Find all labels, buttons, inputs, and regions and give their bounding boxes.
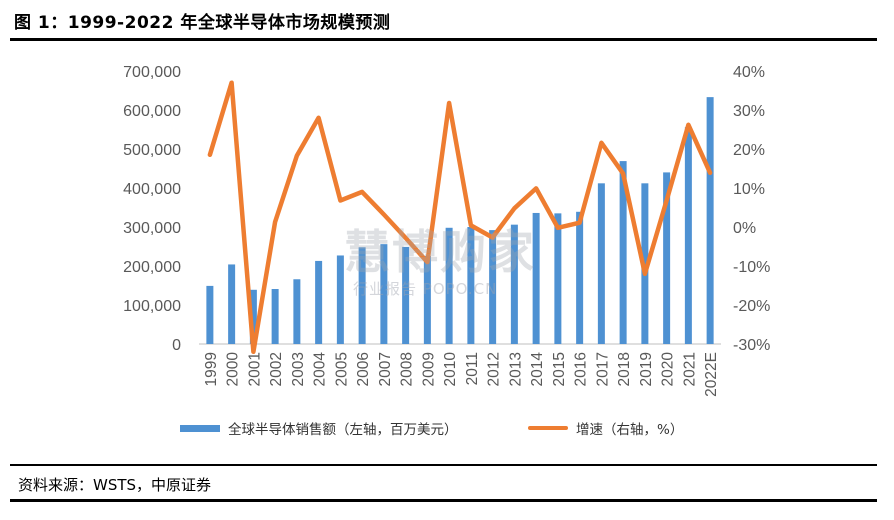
- bar: [684, 127, 692, 344]
- x-tick-label: 2020: [660, 352, 677, 387]
- bar: [554, 213, 562, 344]
- x-tick-label: 2003: [290, 352, 307, 386]
- bar: [380, 244, 388, 344]
- bar: [271, 289, 279, 344]
- y-right-tick-label: 20%: [733, 142, 765, 159]
- y-left-tick-label: 100,000: [123, 298, 181, 315]
- y-right-tick-label: -10%: [733, 259, 770, 276]
- y-left-tick-label: 200,000: [123, 259, 181, 276]
- x-tick-label: 2004: [312, 352, 329, 387]
- x-tick-label: 2005: [333, 352, 350, 386]
- x-tick-label: 2015: [551, 352, 568, 386]
- bar: [293, 279, 301, 344]
- x-tick-label: 2013: [507, 352, 524, 386]
- legend-bar-entry: 全球半导体销售额（左轴，百万美元）: [180, 418, 458, 438]
- top-rule: [10, 38, 877, 41]
- bar: [315, 260, 323, 344]
- legend-bar-label: 全球半导体销售额（左轴，百万美元）: [228, 422, 458, 438]
- bar: [467, 227, 475, 344]
- figure-title: 图 1：1999-2022 年全球半导体市场规模预测: [14, 13, 391, 33]
- x-tick-label: 2022E: [703, 352, 720, 397]
- middle-rule: [10, 464, 877, 466]
- legend-line-label: 增速（右轴，%）: [576, 422, 684, 438]
- y-right-tick-label: -30%: [733, 337, 770, 354]
- bar: [402, 246, 410, 344]
- growth-line: [207, 80, 713, 355]
- x-tick-label: 2007: [377, 352, 394, 386]
- x-tick-label: 2000: [225, 352, 242, 387]
- x-tick-label: 2019: [638, 352, 655, 386]
- bar: [510, 224, 518, 344]
- bar: [336, 255, 344, 344]
- y-right-tick-label: 10%: [733, 181, 765, 198]
- x-tick-label: 2009: [420, 352, 437, 386]
- x-tick-label: 2018: [616, 352, 633, 386]
- y-left-tick-label: 600,000: [123, 103, 181, 120]
- y-left-tick-label: 300,000: [123, 220, 181, 237]
- bar: [249, 289, 257, 344]
- x-tick-label: 2002: [268, 352, 285, 386]
- legend-line-entry: 增速（右轴，%）: [528, 418, 683, 438]
- x-tick-label: 2011: [464, 352, 481, 385]
- legend-bar-swatch: [180, 424, 220, 432]
- x-tick-label: 2017: [594, 352, 611, 386]
- y-right-tick-label: 40%: [733, 64, 765, 81]
- x-tick-label: 1999: [203, 352, 220, 386]
- bar: [597, 183, 605, 344]
- bar: [358, 247, 366, 344]
- x-tick-label: 2012: [486, 352, 503, 386]
- bar: [663, 172, 671, 344]
- y-right-tick-label: 0%: [733, 220, 756, 237]
- bar: [228, 264, 236, 344]
- x-tick-label: 2006: [355, 352, 372, 386]
- y-right-tick-label: 30%: [733, 103, 765, 120]
- y-right-tick-label: -20%: [733, 298, 770, 315]
- x-tick-label: 2010: [442, 352, 459, 387]
- y-left-tick-label: 400,000: [123, 181, 181, 198]
- legend-line-swatch: [528, 426, 568, 430]
- y-left-tick-label: 700,000: [123, 64, 181, 81]
- bar: [445, 227, 453, 344]
- x-tick-label: 2008: [399, 352, 416, 386]
- bar: [706, 97, 714, 344]
- x-tick-label: 2001: [246, 352, 263, 386]
- bar: [206, 285, 214, 344]
- bar: [619, 161, 627, 344]
- bar: [576, 211, 584, 344]
- y-left-tick-label: 0: [172, 337, 181, 354]
- x-tick-label: 2016: [573, 352, 590, 386]
- bottom-rule: [10, 499, 877, 502]
- y-left-tick-label: 500,000: [123, 142, 181, 159]
- source-note: 资料来源：WSTS，中原证券: [18, 476, 212, 494]
- x-tick-label: 2014: [529, 352, 546, 387]
- bar: [532, 212, 540, 344]
- x-tick-label: 2021: [681, 352, 698, 386]
- bar: [423, 255, 431, 344]
- bar: [489, 230, 497, 344]
